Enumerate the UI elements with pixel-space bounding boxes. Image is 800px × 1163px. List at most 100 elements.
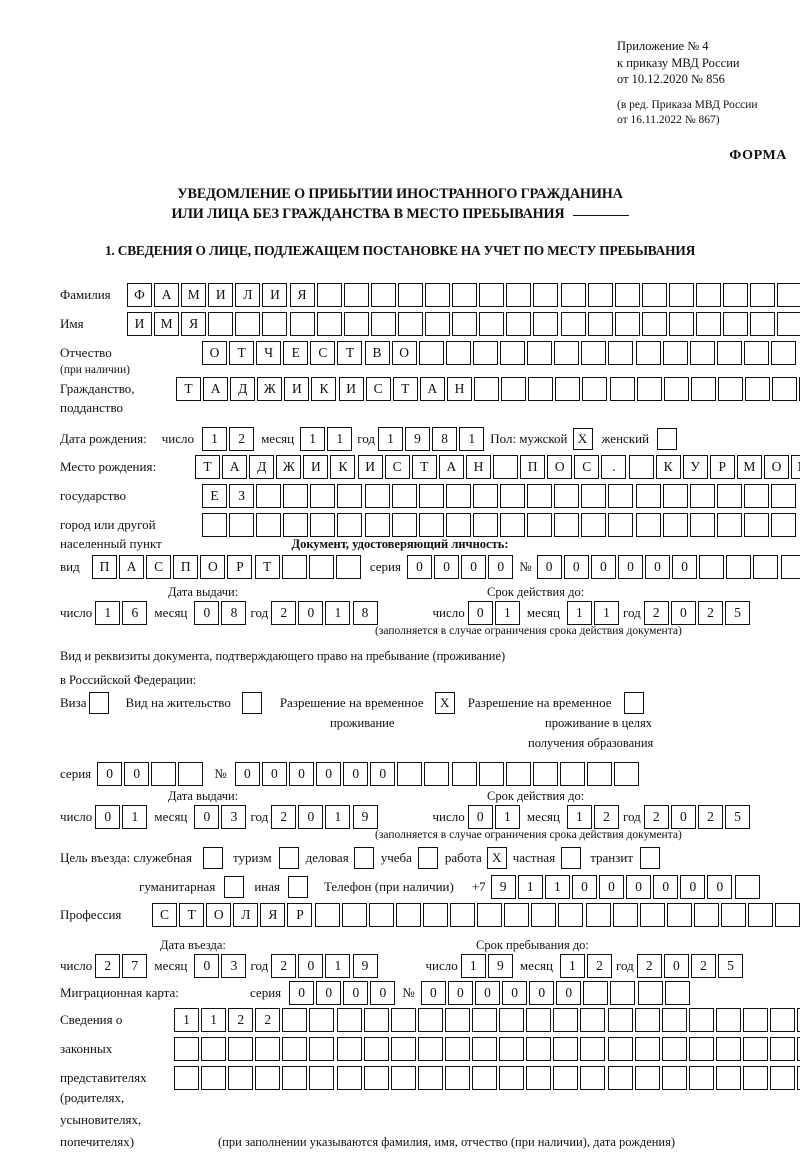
comb-cell[interactable]: Л	[235, 283, 261, 307]
comb-cell[interactable]	[363, 1008, 389, 1032]
purpose-work-checkbox[interactable]: X	[486, 847, 507, 869]
comb-cell[interactable]	[608, 341, 634, 365]
comb-cell[interactable]: 1	[460, 954, 486, 978]
comb-cell[interactable]: 0	[289, 981, 315, 1005]
comb-cell[interactable]: И	[262, 283, 288, 307]
comb-cell[interactable]	[581, 484, 607, 508]
comb-cell[interactable]	[744, 377, 770, 401]
comb-cell[interactable]: О	[202, 341, 227, 365]
comb-cell[interactable]	[772, 377, 798, 401]
comb-cell[interactable]	[748, 903, 774, 927]
comb-cell[interactable]	[533, 283, 559, 307]
comb-cell[interactable]: 0	[124, 762, 150, 786]
comb-cell[interactable]	[634, 1037, 660, 1061]
comb-cell[interactable]: И	[303, 455, 329, 479]
comb-cell[interactable]: 0	[680, 875, 706, 899]
comb-cell[interactable]	[637, 981, 663, 1005]
comb-cell[interactable]	[770, 1008, 796, 1032]
comb-cell[interactable]	[390, 1066, 416, 1090]
comb-cell[interactable]: 2	[255, 1008, 281, 1032]
comb-cell[interactable]: С	[310, 341, 336, 365]
comb-cell[interactable]	[770, 484, 796, 508]
comb-cell[interactable]: 1	[544, 875, 570, 899]
comb-cell[interactable]	[418, 341, 444, 365]
comb-cell[interactable]	[526, 1008, 552, 1032]
comb-cell[interactable]	[690, 377, 716, 401]
comb-cell[interactable]: Д	[249, 455, 275, 479]
comb-cell[interactable]	[451, 762, 477, 786]
comb-cell[interactable]	[500, 513, 526, 537]
comb-cell[interactable]	[750, 283, 776, 307]
comb-cell[interactable]	[526, 1037, 552, 1061]
comb-cell[interactable]	[336, 1066, 362, 1090]
comb-cell[interactable]	[559, 762, 585, 786]
comb-cell[interactable]: 0	[645, 555, 671, 579]
comb-cell[interactable]	[504, 903, 530, 927]
comb-cell[interactable]: Я	[181, 312, 207, 336]
comb-cell[interactable]: Р	[287, 903, 313, 927]
comb-cell[interactable]: К	[311, 377, 337, 401]
comb-cell[interactable]	[689, 513, 715, 537]
legal-rep-input-2[interactable]	[174, 1037, 800, 1061]
comb-cell[interactable]	[612, 903, 638, 927]
comb-cell[interactable]	[499, 1066, 525, 1090]
comb-cell[interactable]	[607, 1037, 633, 1061]
comb-cell[interactable]	[560, 312, 586, 336]
comb-cell[interactable]: Ж	[276, 455, 302, 479]
comb-cell[interactable]	[639, 903, 665, 927]
comb-cell[interactable]: 2	[643, 805, 669, 829]
comb-cell[interactable]: Т	[176, 377, 201, 401]
comb-cell[interactable]: 1	[122, 805, 148, 829]
comb-cell[interactable]: Е	[283, 341, 309, 365]
comb-cell[interactable]: К	[330, 455, 356, 479]
comb-cell[interactable]	[201, 1066, 227, 1090]
comb-cell[interactable]: 3	[221, 805, 247, 829]
comb-cell[interactable]	[770, 513, 796, 537]
comb-cell[interactable]: П	[92, 555, 117, 579]
comb-cell[interactable]: 0	[343, 981, 369, 1005]
comb-cell[interactable]	[770, 341, 796, 365]
comb-cell[interactable]: О	[206, 903, 232, 927]
comb-cell[interactable]	[174, 1066, 199, 1090]
comb-cell[interactable]: А	[222, 455, 248, 479]
visa-checkbox[interactable]	[88, 692, 109, 714]
comb-cell[interactable]: Т	[411, 455, 437, 479]
comb-cell[interactable]: Т	[195, 455, 220, 479]
comb-cell[interactable]	[797, 1008, 800, 1032]
comb-cell[interactable]: 0	[663, 954, 689, 978]
comb-cell[interactable]	[715, 1037, 741, 1061]
comb-cell[interactable]	[472, 1037, 498, 1061]
temp-residence-edu-checkbox[interactable]	[623, 692, 644, 714]
comb-cell[interactable]	[532, 762, 558, 786]
comb-cell[interactable]: 0	[298, 805, 324, 829]
comb-cell[interactable]	[445, 484, 471, 508]
comb-cell[interactable]: А	[203, 377, 229, 401]
comb-cell[interactable]	[452, 283, 478, 307]
comb-cell[interactable]: 2	[697, 601, 723, 625]
comb-cell[interactable]	[477, 903, 503, 927]
comb-cell[interactable]	[445, 341, 471, 365]
comb-cell[interactable]	[417, 1037, 443, 1061]
comb-cell[interactable]: 0	[234, 762, 260, 786]
comb-cell[interactable]: Е	[202, 484, 227, 508]
comb-cell[interactable]: 3	[221, 954, 247, 978]
purpose-study-checkbox[interactable]	[417, 847, 438, 869]
comb-cell[interactable]	[689, 484, 715, 508]
comb-cell[interactable]: П	[173, 555, 199, 579]
comb-cell[interactable]: И	[127, 312, 152, 336]
comb-cell[interactable]	[661, 1037, 687, 1061]
comb-cell[interactable]	[662, 341, 688, 365]
comb-cell[interactable]: 0	[590, 555, 616, 579]
comb-cell[interactable]: Р	[227, 555, 253, 579]
comb-cell[interactable]: И	[284, 377, 310, 401]
comb-cell[interactable]: 1	[494, 601, 520, 625]
comb-cell[interactable]	[797, 1066, 800, 1090]
comb-cell[interactable]	[228, 1066, 254, 1090]
comb-cell[interactable]: 0	[488, 555, 514, 579]
comb-cell[interactable]	[526, 1066, 552, 1090]
comb-cell[interactable]	[636, 377, 662, 401]
comb-cell[interactable]	[610, 981, 636, 1005]
